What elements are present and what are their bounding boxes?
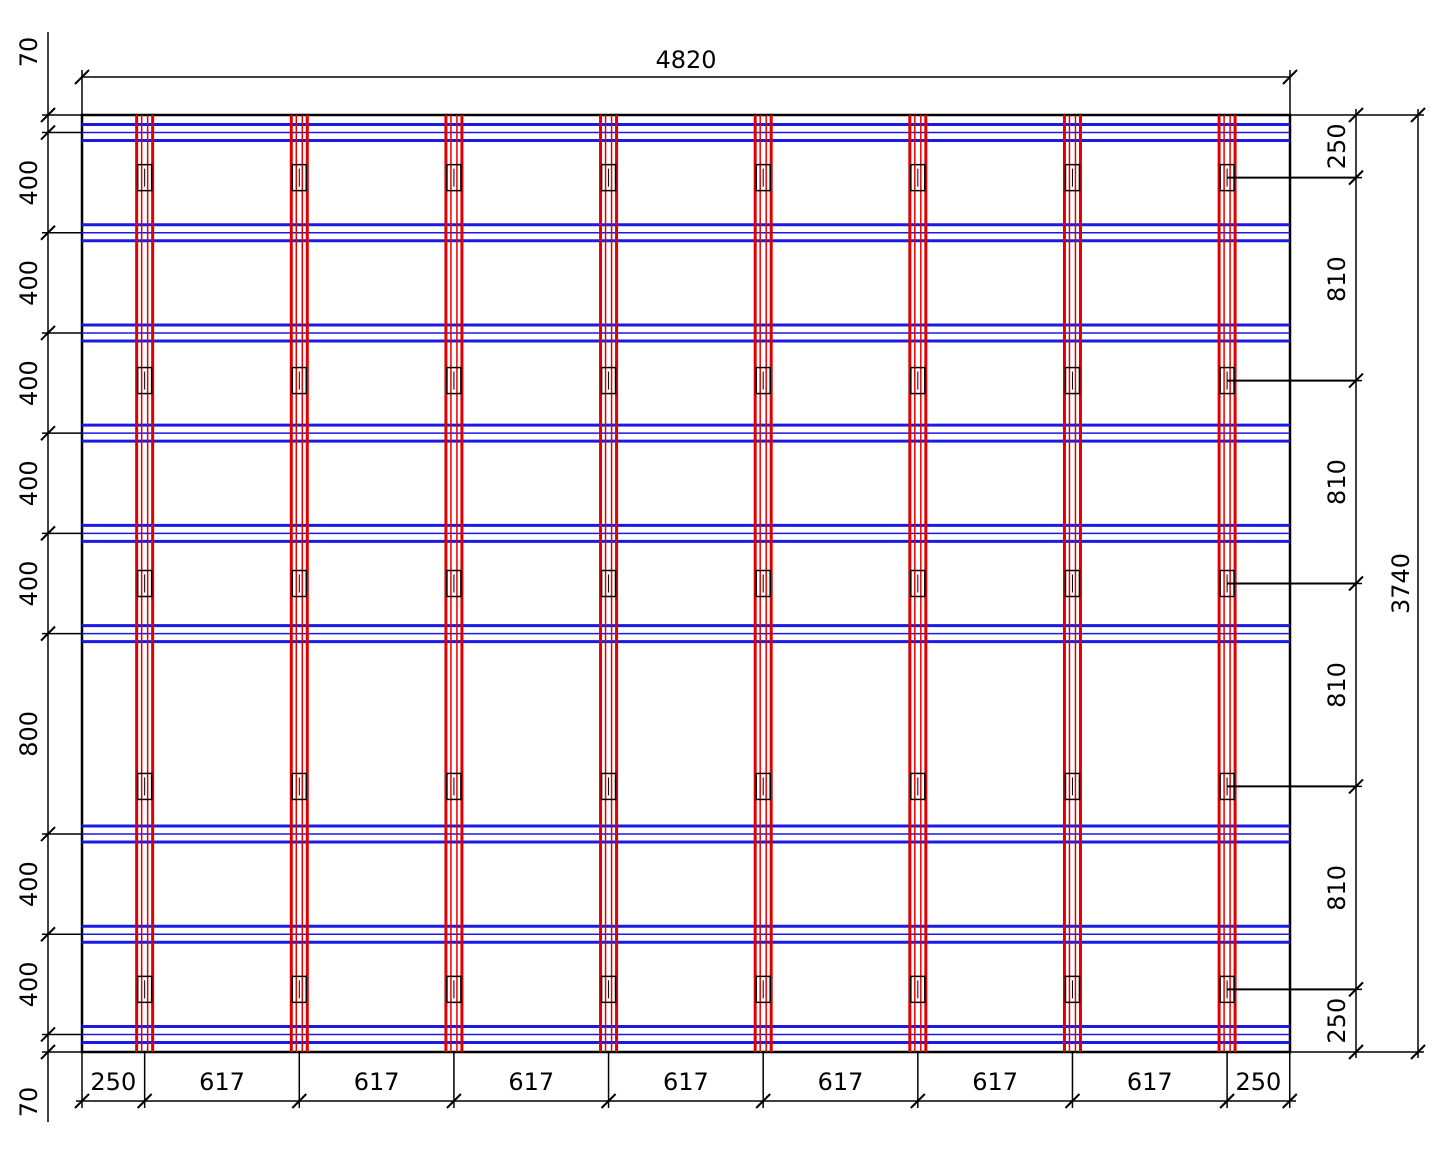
fastener	[755, 975, 771, 1004]
dim-label: 400	[15, 561, 43, 607]
dim-label: 400	[15, 961, 43, 1007]
dim-tick	[40, 124, 56, 141]
dim-label: 400	[15, 260, 43, 306]
fastener	[136, 163, 153, 192]
dim-label: 617	[818, 1068, 864, 1096]
fastener	[446, 975, 462, 1004]
dim-label: 400	[15, 160, 43, 206]
dim-tick	[40, 525, 56, 542]
fastener	[136, 975, 153, 1004]
dim-label: 617	[354, 1068, 400, 1096]
dim-tick	[910, 1093, 926, 1109]
dim-label: 800	[15, 711, 43, 757]
dim-tick	[1348, 107, 1364, 123]
dim-label: 810	[1323, 662, 1351, 708]
fastener	[600, 975, 617, 1004]
dim-tick	[1282, 69, 1298, 85]
fastener	[910, 975, 926, 1004]
dim-tick	[1348, 1044, 1364, 1060]
fastener	[446, 569, 462, 598]
fastener	[755, 772, 771, 801]
frame	[80, 113, 1292, 1054]
dim-tick	[1064, 1093, 1081, 1109]
fastener	[1064, 772, 1081, 801]
fastener	[1064, 163, 1081, 192]
dim-tick	[40, 1026, 56, 1043]
fastener	[600, 163, 617, 192]
dim-label: 4820	[655, 46, 716, 74]
dim-label: 3740	[1387, 553, 1415, 614]
dim-tick	[1348, 575, 1364, 592]
fastener	[755, 163, 771, 192]
dim-label: 617	[972, 1068, 1018, 1096]
dim-tick	[40, 625, 56, 642]
dim-tick	[40, 926, 56, 942]
dim-tick	[1348, 778, 1364, 795]
dim-label: 617	[508, 1068, 554, 1096]
dim-tick	[40, 107, 56, 123]
dim-label: 400	[15, 460, 43, 506]
dim-tick	[74, 1093, 90, 1109]
dim-label: 250	[1323, 123, 1351, 169]
dim-tick	[755, 1093, 771, 1109]
fastener	[446, 366, 462, 395]
dim-tick	[1282, 1093, 1298, 1109]
fastener	[291, 366, 308, 395]
dim-tick	[40, 826, 56, 842]
fastener	[600, 772, 617, 801]
fastener	[910, 772, 926, 801]
dim-label: 250	[1323, 998, 1351, 1044]
fastener	[291, 772, 308, 801]
dim-label: 810	[1323, 256, 1351, 302]
dim-tick	[1410, 1044, 1426, 1060]
dim-tick	[74, 69, 90, 85]
fastener	[910, 163, 926, 192]
dim-tick	[1348, 372, 1364, 389]
dim-tick	[40, 225, 56, 241]
fastener	[1064, 975, 1081, 1004]
fastener	[1064, 569, 1081, 598]
fastener	[291, 163, 308, 192]
fastener	[291, 569, 308, 598]
dim-label: 617	[663, 1068, 709, 1096]
fastener	[755, 569, 771, 598]
dim-label: 250	[1236, 1068, 1282, 1096]
dim-label: 400	[15, 360, 43, 406]
fastener	[600, 569, 617, 598]
fastener	[910, 366, 926, 395]
fastener	[136, 366, 153, 395]
fastener	[136, 772, 153, 801]
dim-label: 617	[1127, 1068, 1173, 1096]
dim-label: 70	[15, 37, 43, 68]
dim-label: 617	[199, 1068, 245, 1096]
dim-label: 250	[90, 1068, 136, 1096]
dim-tick	[136, 1093, 153, 1109]
dim-label: 400	[15, 861, 43, 907]
fastener	[446, 163, 462, 192]
dim-tick	[40, 1044, 56, 1060]
fastener	[755, 366, 771, 395]
dim-tick	[600, 1093, 617, 1109]
dim-label: 70	[15, 1087, 43, 1118]
fastener	[910, 569, 926, 598]
dim-tick	[1348, 169, 1364, 186]
dim-tick	[40, 425, 56, 441]
dim-tick	[40, 325, 56, 341]
fastener	[600, 366, 617, 395]
dim-tick	[446, 1093, 462, 1109]
fastener	[291, 975, 308, 1004]
dim-tick	[1348, 981, 1364, 998]
fastener	[446, 772, 462, 801]
dim-tick	[291, 1093, 307, 1109]
dim-label: 810	[1323, 459, 1351, 505]
fastener	[136, 569, 153, 598]
dim-label: 810	[1323, 865, 1351, 911]
dim-tick	[1219, 1093, 1235, 1109]
fastener	[1064, 366, 1081, 395]
dim-tick	[1410, 107, 1426, 123]
